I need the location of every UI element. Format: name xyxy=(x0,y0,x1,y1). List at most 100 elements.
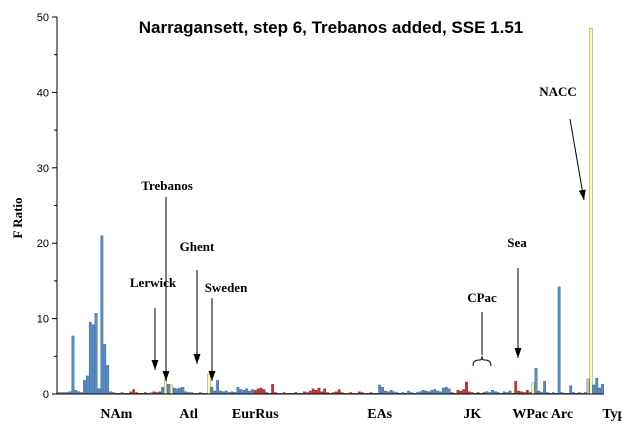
bar-92 xyxy=(323,388,327,395)
annotation-label-6: NACC xyxy=(539,84,577,99)
bar-89 xyxy=(314,390,318,395)
annotation-arrowhead-1 xyxy=(193,354,201,364)
bar-71 xyxy=(262,389,266,395)
y-tick-label-2: 20 xyxy=(37,238,49,250)
bar-62 xyxy=(236,387,240,395)
bar-65 xyxy=(245,388,248,395)
annotation-arrowhead-3 xyxy=(208,371,216,381)
annotation-arrowhead-5 xyxy=(514,348,522,358)
bar-112 xyxy=(381,387,384,395)
bar-186 xyxy=(595,378,599,395)
bar-177 xyxy=(569,385,573,395)
bar-115 xyxy=(389,390,393,395)
bar-135 xyxy=(447,388,451,395)
bar-165 xyxy=(534,368,538,395)
annotation-arrowhead-6 xyxy=(578,189,586,200)
bar-138 xyxy=(456,390,460,395)
bars-group xyxy=(57,28,604,395)
bar-41 xyxy=(175,388,179,395)
group-label-6: Arc xyxy=(551,407,573,422)
bar-36 xyxy=(161,387,164,395)
y-tick-label-3: 30 xyxy=(37,163,49,175)
bar-68 xyxy=(253,390,257,395)
axes xyxy=(56,17,604,395)
bar-126 xyxy=(421,390,425,395)
bar-74 xyxy=(271,384,274,395)
group-label-4: JK xyxy=(463,407,481,422)
group-label-3: EAs xyxy=(367,407,392,422)
bar-39 xyxy=(169,384,173,395)
bar-185 xyxy=(592,384,596,395)
y-tick-label-5: 50 xyxy=(37,12,49,24)
annotation-label-5: Sea xyxy=(507,235,527,250)
bar-130 xyxy=(433,389,437,395)
group-label-2: EurRus xyxy=(232,407,279,422)
bar-43 xyxy=(181,387,185,395)
bar-26 xyxy=(132,389,136,395)
annotations: Trebanos Ghent Lerwick Sweden CPac Sea NACC xyxy=(130,84,586,381)
bar-37 xyxy=(164,378,167,395)
bar-10 xyxy=(86,375,89,395)
bar-187 xyxy=(598,387,602,395)
bar-168 xyxy=(543,381,547,395)
bar-111 xyxy=(378,384,382,395)
bar-183 xyxy=(586,378,590,395)
bar-14 xyxy=(97,388,101,395)
y-tick-label-0: 0 xyxy=(43,389,49,401)
bar-88 xyxy=(311,388,315,395)
bar-129 xyxy=(430,390,434,395)
y-axis-label: F Ratio xyxy=(10,197,25,238)
bar-64 xyxy=(242,390,246,395)
bar-9 xyxy=(83,380,86,395)
annotation-label-1: Ghent xyxy=(180,239,215,254)
bar-52 xyxy=(207,374,211,395)
bar-162 xyxy=(525,390,529,395)
bar-38 xyxy=(167,384,170,395)
bar-13 xyxy=(94,313,98,395)
bar-158 xyxy=(514,381,518,395)
annotation-arrowhead-0 xyxy=(162,371,170,381)
annotation-arrowhead-2 xyxy=(151,360,159,370)
bar-173 xyxy=(557,286,561,395)
annotation-label-2: Lerwick xyxy=(130,275,177,290)
bar-63 xyxy=(239,389,243,395)
bar-134 xyxy=(444,387,448,395)
bar-164 xyxy=(531,382,535,395)
bar-11 xyxy=(88,322,92,395)
bar-150 xyxy=(491,390,494,395)
bar-15 xyxy=(100,235,104,395)
bar-70 xyxy=(259,387,263,395)
y-tick-label-1: 10 xyxy=(37,314,49,326)
bar-184 xyxy=(589,28,593,395)
annotation-label-3: Sweden xyxy=(205,280,248,295)
y-axis-ticks: 0 10 20 30 40 50 xyxy=(37,12,57,401)
y-tick-label-4: 40 xyxy=(37,87,49,99)
group-label-5: WPac xyxy=(512,407,548,422)
bar-90 xyxy=(317,387,321,395)
bar-67 xyxy=(251,389,254,395)
bar-97 xyxy=(337,389,341,395)
annotation-label-4: CPac xyxy=(467,290,497,305)
group-label-0: NAm xyxy=(100,407,132,422)
group-label-1: Atl xyxy=(179,407,198,422)
annotation-label-0: Trebanos xyxy=(141,178,193,193)
bar-17 xyxy=(106,365,109,395)
bar-188 xyxy=(601,384,604,395)
chart-title: Narragansett, step 6, Trebanos added, SS… xyxy=(139,18,524,37)
bar-16 xyxy=(103,344,107,395)
group-label-7: Type xyxy=(602,407,622,422)
bar-55 xyxy=(216,380,219,395)
bar-53 xyxy=(210,387,214,395)
bar-12 xyxy=(91,324,95,395)
bar-141 xyxy=(465,381,468,395)
bar-6 xyxy=(74,390,78,395)
bar-133 xyxy=(442,387,445,395)
bar-42 xyxy=(178,387,182,395)
annotation-line-6 xyxy=(569,118,585,201)
bar-69 xyxy=(256,388,260,395)
bar-40 xyxy=(172,387,176,395)
bar-5 xyxy=(71,335,75,395)
bar-140 xyxy=(462,389,465,395)
